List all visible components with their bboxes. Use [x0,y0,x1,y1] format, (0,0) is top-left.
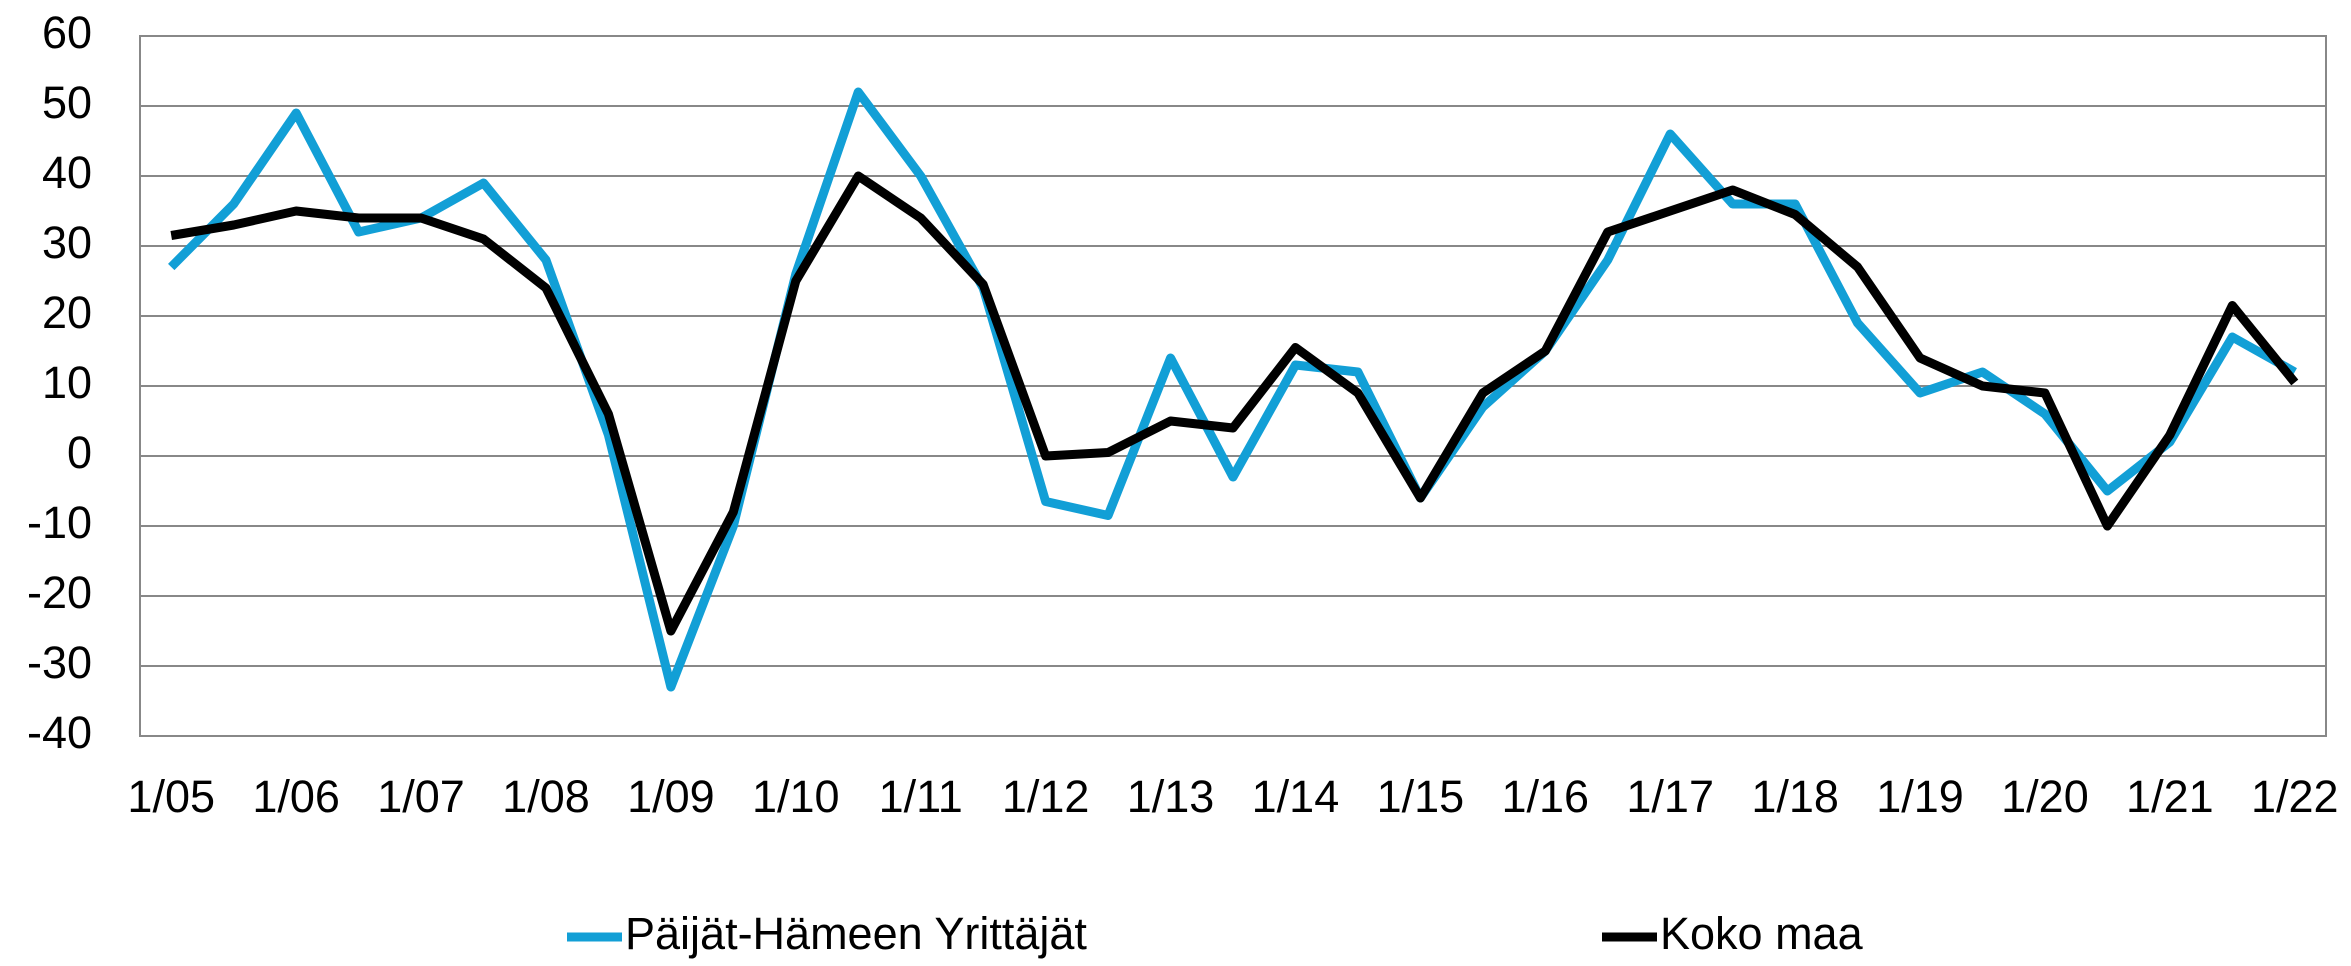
x-tick-label: 1/17 [1626,771,1714,822]
x-tick-label: 1/18 [1751,771,1839,822]
x-tick-label: 1/20 [2001,771,2089,822]
y-tick-label: 10 [42,357,92,408]
x-tick-label: 1/11 [879,771,963,822]
y-tick-label: 30 [42,217,92,268]
x-tick-label: 1/13 [1127,771,1215,822]
y-tick-label: -10 [27,497,92,548]
x-tick-label: 1/19 [1876,771,1964,822]
x-tick-label: 1/15 [1377,771,1465,822]
x-tick-label: 1/14 [1252,771,1340,822]
x-tick-label: 1/22 [2251,771,2339,822]
series-line [168,87,2297,692]
y-tick-label: 60 [42,7,92,58]
series-line [170,171,2299,636]
y-tick-label: 40 [42,147,92,198]
x-tick-label: 1/05 [127,771,215,822]
x-tick-label: 1/12 [1002,771,1090,822]
y-tick-label: -40 [27,707,92,758]
legend-label: Päijät-Hämeen Yrittäjät [625,908,1087,959]
y-tick-label: -20 [27,567,92,618]
x-tick-label: 1/16 [1501,771,1589,822]
x-tick-label: 1/07 [377,771,465,822]
x-tick-label: 1/09 [627,771,715,822]
x-tick-label: 1/21 [2126,771,2214,822]
x-tick-label: 1/08 [502,771,590,822]
x-tick-label: 1/10 [752,771,840,822]
plot-border [139,35,2327,737]
y-tick-label: -30 [27,637,92,688]
y-tick-label: 50 [42,77,92,128]
y-tick-label: 20 [42,287,92,338]
x-tick-label: 1/06 [252,771,340,822]
legend-label: Koko maa [1660,908,1864,959]
y-tick-label: 0 [67,427,92,478]
